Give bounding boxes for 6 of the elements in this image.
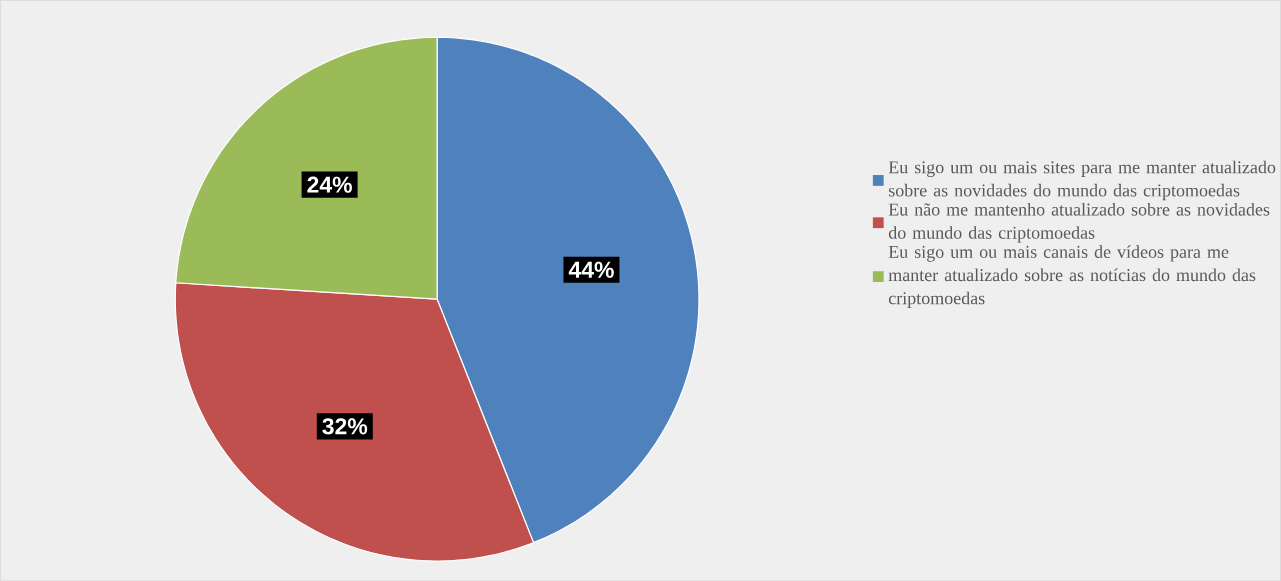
data-label: 24% xyxy=(307,176,352,193)
data-label: 44% xyxy=(568,261,614,278)
legend-label: Eu sigo um ou mais sites para me manter atualizado sobre as novidades do mundo das criptomoedas xyxy=(888,160,1276,200)
legend-label: Eu sigo um ou mais canais de vídeos para me manter atualizado sobre as notícias do mundo das criptomoedas xyxy=(888,245,1256,308)
legend-label: Eu não me mantenho atualizado sobre as novidades do mundo das criptomoedas xyxy=(888,202,1270,243)
data-label: 32% xyxy=(322,417,368,435)
